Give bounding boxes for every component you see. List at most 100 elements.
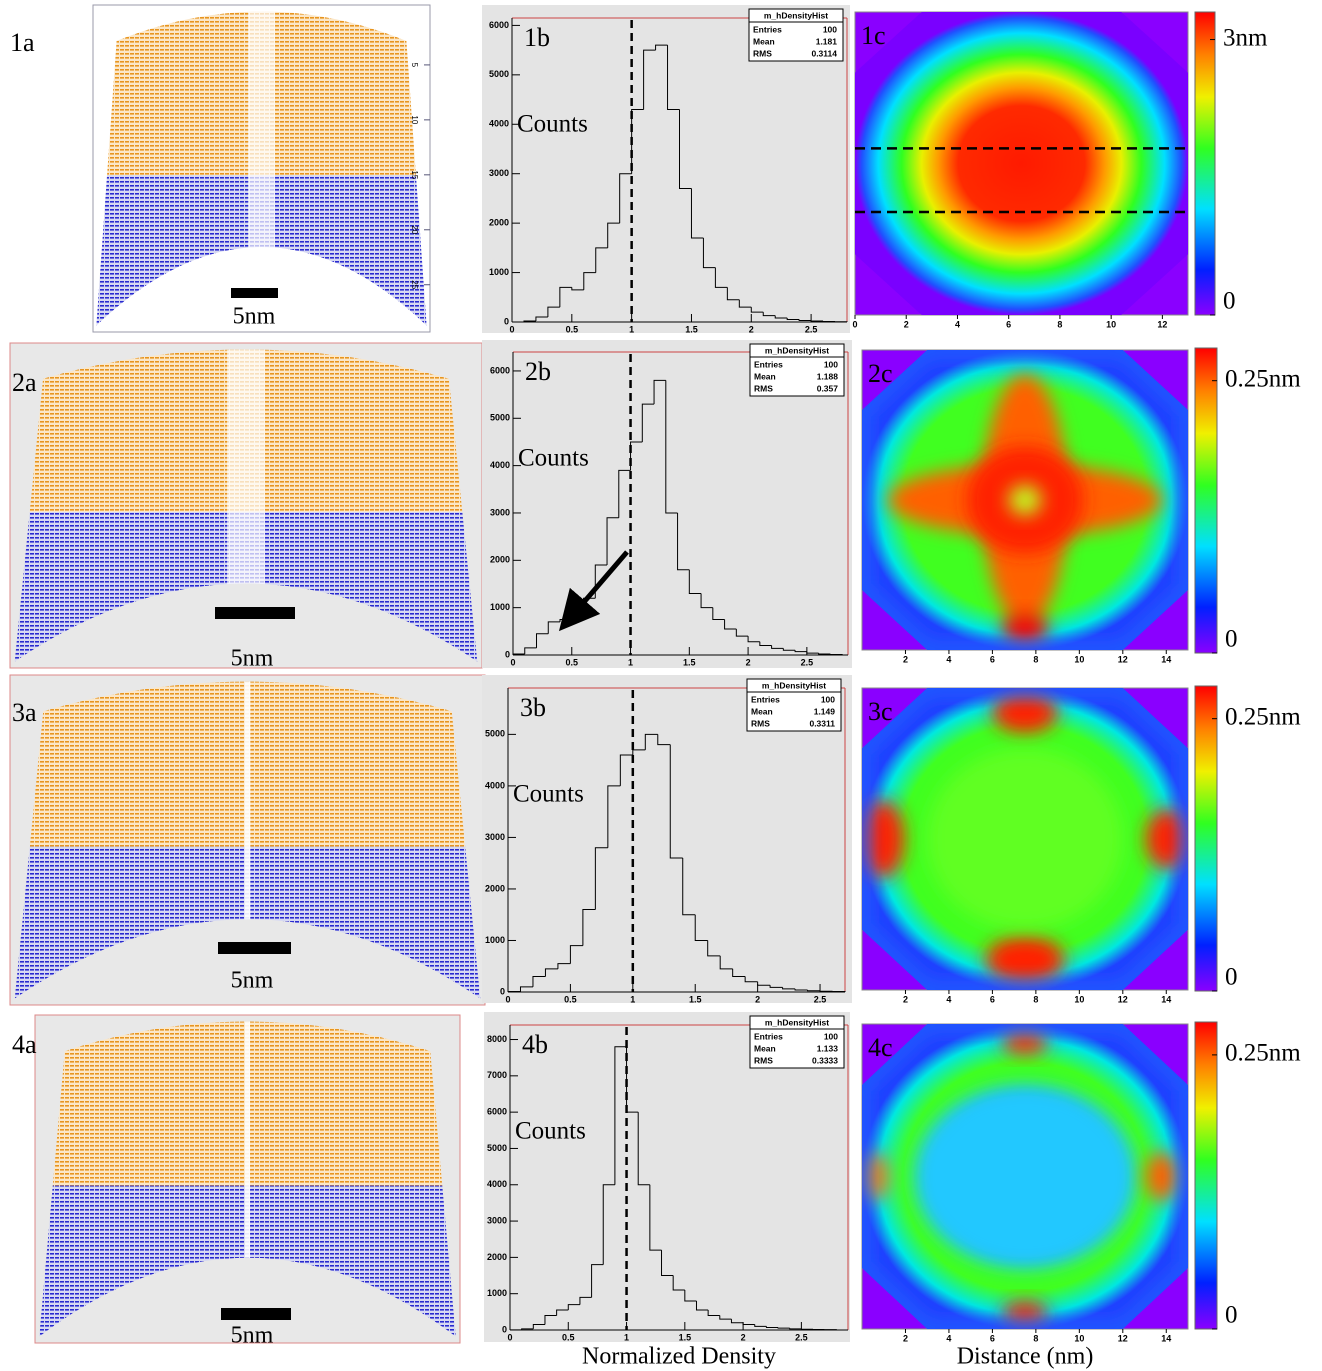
histogram-bin — [771, 645, 784, 649]
histogram-bin — [669, 744, 683, 859]
histogram-bin — [695, 1300, 709, 1311]
stats-title: m_hDensityHist — [764, 10, 828, 20]
x-tick-label: 6 — [1006, 319, 1011, 329]
stats-value: 100 — [821, 694, 835, 704]
x-tick-label: 0 — [852, 319, 857, 329]
x-tick-label: 10 — [1074, 654, 1084, 664]
panel-label: 1b — [524, 23, 550, 52]
x-tick-label: 1.5 — [679, 1332, 692, 1342]
y-tick-label: 1000 — [485, 935, 505, 945]
histogram-bin — [724, 619, 737, 630]
histogram-bin — [794, 988, 808, 991]
x-tick-label: 2 — [904, 319, 909, 329]
x-tick-label: 10 — [1106, 319, 1116, 329]
histogram-bin — [719, 1315, 732, 1320]
panel-label: 2a — [12, 368, 37, 397]
y-tick-label: 2000 — [485, 883, 505, 893]
stats-value: 0.357 — [817, 383, 839, 393]
stats-value: 1.149 — [814, 706, 836, 716]
panel-label: 4a — [12, 1030, 37, 1059]
histogram-bin — [579, 1296, 592, 1305]
histogram-bin — [677, 512, 690, 571]
y-tick-label: 1000 — [490, 602, 510, 612]
histogram-bin — [594, 847, 608, 910]
side-tick-label: 25 — [410, 280, 419, 289]
histogram-bin — [679, 109, 692, 190]
histogram-bin — [524, 647, 537, 655]
y-tick-label: 6000 — [489, 20, 509, 30]
histogram-bin — [807, 989, 821, 992]
heat-blob — [927, 748, 1123, 930]
y-tick-label: 2000 — [489, 218, 509, 228]
x-tick-label: 2.5 — [805, 324, 818, 334]
y-tick-label: 5000 — [489, 69, 509, 79]
histogram-bin — [744, 976, 758, 983]
x-tick-label: 2 — [755, 994, 760, 1004]
x-tick-label: 4 — [946, 654, 951, 664]
histogram-bin — [702, 237, 716, 269]
histogram-bin — [535, 316, 548, 322]
histogram-bin — [732, 968, 746, 978]
colorbar-label: 0.25nm — [1225, 703, 1301, 730]
histogram-bin — [798, 319, 812, 322]
heat-blob — [1008, 485, 1042, 515]
heat-blob — [1145, 808, 1188, 870]
histogram-bin — [644, 733, 658, 750]
heat-blob — [985, 935, 1065, 984]
stats-value: 100 — [823, 24, 837, 34]
stats-title: m_hDensityHist — [765, 345, 829, 355]
histogram-bin — [738, 299, 752, 308]
y-tick-label: 0 — [504, 316, 509, 326]
panel-label: 2b — [525, 357, 551, 386]
y-tick-label: 5000 — [487, 1143, 507, 1153]
density-map — [862, 350, 1188, 650]
histogram-bin — [714, 267, 728, 288]
histogram-bin — [688, 569, 702, 594]
histogram-bin — [782, 648, 796, 651]
colorbar — [1194, 11, 1216, 316]
stats-value: 0.3333 — [812, 1055, 838, 1065]
x-tick-label: 8 — [1057, 319, 1062, 329]
scale-bar — [221, 1308, 291, 1320]
histogram-bin — [747, 636, 760, 643]
histogram-bin — [641, 403, 655, 442]
x-tick-label: 2 — [903, 1333, 908, 1343]
side-tick-label: 5 — [410, 63, 419, 68]
histogram-bin — [762, 312, 776, 317]
scale-bar — [215, 607, 295, 619]
stats-key: RMS — [754, 1055, 773, 1065]
center-stripe — [244, 1021, 251, 1337]
histogram-bin — [742, 1322, 755, 1326]
scale-bar-label: 5nm — [231, 646, 274, 672]
y-tick-label: 4000 — [489, 119, 509, 129]
x-tick-label: 0.5 — [562, 1332, 575, 1342]
histogram-bin — [700, 593, 713, 609]
histogram-bin — [582, 909, 596, 946]
x-tick-label: 14 — [1161, 1333, 1171, 1343]
x-tick-label: 12 — [1118, 654, 1128, 664]
histogram-bin — [619, 173, 632, 224]
stats-value: 0.3114 — [811, 48, 837, 58]
histogram-bin — [694, 914, 708, 941]
histogram-bin — [521, 1328, 534, 1330]
x-tick-label: 2 — [749, 324, 754, 334]
stats-key: Entries — [754, 1031, 783, 1041]
histogram-bin — [750, 307, 764, 313]
heat-blob — [1002, 1030, 1048, 1055]
arrow — [558, 550, 629, 632]
histogram-bin — [682, 858, 696, 916]
histogram-bin — [818, 653, 831, 655]
x-tick-label: 0.5 — [564, 994, 577, 1004]
heat — [855, 12, 1188, 315]
colorbar — [1194, 1021, 1218, 1330]
x-tick-label: 1.5 — [683, 657, 696, 667]
histogram-bin — [614, 1046, 627, 1185]
x-tick-label: 1.5 — [685, 324, 698, 334]
stats-value: 1.188 — [817, 371, 839, 381]
histogram-bin — [557, 963, 571, 969]
x-tick-label: 1.5 — [689, 994, 702, 1004]
histogram-bin — [532, 1324, 545, 1329]
histogram-bin — [519, 986, 533, 992]
stats-key: Mean — [751, 706, 773, 716]
stats-key: RMS — [753, 48, 772, 58]
